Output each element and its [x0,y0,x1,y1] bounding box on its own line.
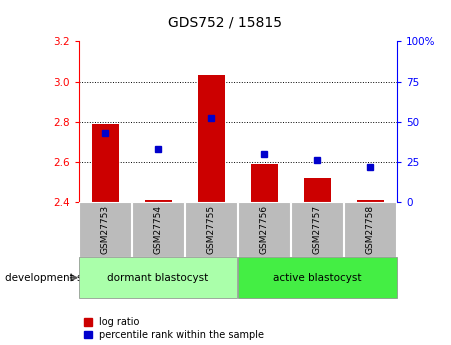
Text: development stage: development stage [5,273,106,283]
Text: GDS752 / 15815: GDS752 / 15815 [169,16,282,30]
Text: GSM27756: GSM27756 [260,205,269,254]
Text: GSM27753: GSM27753 [101,205,110,254]
Bar [304,178,331,202]
Bar [357,200,384,202]
Text: GSM27757: GSM27757 [313,205,322,254]
Text: GSM27754: GSM27754 [154,205,163,254]
Legend: log ratio, percentile rank within the sample: log ratio, percentile rank within the sa… [84,317,264,340]
Bar [92,124,119,202]
Text: GSM27758: GSM27758 [366,205,375,254]
Bar [145,200,172,202]
Text: dormant blastocyst: dormant blastocyst [107,273,208,283]
Bar [198,76,225,202]
Text: GSM27755: GSM27755 [207,205,216,254]
Bar [251,164,278,202]
Text: active blastocyst: active blastocyst [273,273,362,283]
